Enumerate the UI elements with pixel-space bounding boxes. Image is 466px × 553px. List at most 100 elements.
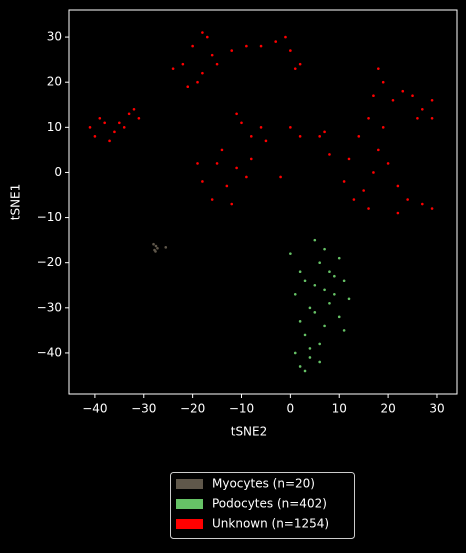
point — [342, 329, 346, 332]
point — [298, 365, 302, 368]
x-tick-label: 20 — [380, 402, 395, 416]
y-tick-label: 0 — [54, 165, 62, 179]
legend-label: Unknown (n=1254) — [212, 517, 329, 531]
point — [264, 139, 268, 143]
point — [381, 126, 385, 129]
point — [215, 62, 219, 66]
point — [381, 80, 385, 84]
point — [230, 49, 234, 52]
point — [372, 94, 375, 98]
point — [240, 121, 243, 125]
point — [122, 126, 126, 129]
point — [113, 130, 116, 134]
x-tick-label: 0 — [287, 402, 295, 416]
x-tick-label: 10 — [332, 402, 347, 416]
y-tick-label: 10 — [47, 120, 62, 134]
x-tick-label: −40 — [82, 402, 107, 416]
point — [289, 49, 292, 52]
x-tick-label: 30 — [429, 402, 444, 416]
point — [430, 98, 434, 102]
point — [298, 62, 302, 66]
x-tick-label: −10 — [229, 402, 254, 416]
point — [323, 324, 326, 328]
point — [430, 207, 434, 210]
point — [318, 360, 321, 364]
point — [293, 351, 297, 355]
point — [416, 116, 419, 120]
point — [313, 283, 317, 287]
point — [210, 198, 214, 201]
point — [357, 135, 361, 138]
point — [347, 297, 351, 301]
y-tick-label: −30 — [37, 300, 62, 314]
point — [118, 121, 121, 125]
point — [245, 44, 248, 48]
point — [362, 189, 365, 192]
point — [308, 356, 312, 359]
y-axis-label: tSNE1 — [9, 184, 23, 221]
point — [154, 250, 157, 253]
point — [191, 44, 194, 48]
legend-swatch — [176, 479, 203, 489]
point — [328, 270, 331, 274]
point — [352, 198, 356, 201]
legend-swatch — [176, 499, 203, 509]
point — [323, 130, 326, 134]
point — [303, 279, 307, 283]
point — [313, 238, 317, 242]
y-tick-label: −40 — [37, 345, 62, 359]
point — [298, 135, 302, 138]
point — [274, 40, 278, 43]
y-tick-label: 20 — [47, 75, 62, 89]
point — [259, 44, 263, 48]
point — [308, 306, 312, 310]
point — [249, 157, 253, 161]
legend-box — [170, 472, 355, 539]
x-tick-label: −30 — [131, 402, 156, 416]
point — [98, 116, 102, 120]
point — [186, 85, 190, 89]
point — [196, 162, 199, 165]
point — [259, 126, 263, 129]
legend-label: Myocytes (n=20) — [212, 477, 315, 491]
point — [421, 107, 424, 111]
point — [372, 171, 375, 174]
point — [132, 107, 136, 111]
y-tick-label: −20 — [37, 255, 62, 269]
point — [333, 274, 336, 278]
point — [313, 311, 317, 314]
point — [318, 342, 321, 346]
point — [367, 116, 370, 120]
point — [303, 369, 307, 373]
point — [342, 279, 346, 283]
point — [289, 252, 292, 255]
point — [235, 112, 238, 116]
point — [103, 121, 106, 125]
point — [347, 157, 351, 161]
point — [298, 270, 302, 274]
point — [154, 244, 158, 248]
point — [308, 347, 312, 350]
point — [156, 246, 159, 250]
point — [293, 67, 297, 70]
point — [377, 148, 380, 152]
x-tick-label: −20 — [180, 402, 205, 416]
point — [337, 256, 341, 260]
point — [220, 148, 224, 152]
point — [318, 135, 321, 138]
point — [127, 112, 131, 116]
point — [396, 184, 400, 188]
point — [225, 184, 229, 188]
x-axis-label: tSNE2 — [231, 425, 268, 439]
point — [396, 211, 400, 215]
point — [323, 288, 326, 292]
point — [386, 162, 390, 165]
point — [333, 292, 336, 296]
point — [421, 202, 424, 206]
point — [342, 180, 346, 183]
point — [430, 116, 434, 120]
point — [230, 202, 234, 206]
point — [201, 31, 204, 34]
point — [249, 135, 253, 138]
